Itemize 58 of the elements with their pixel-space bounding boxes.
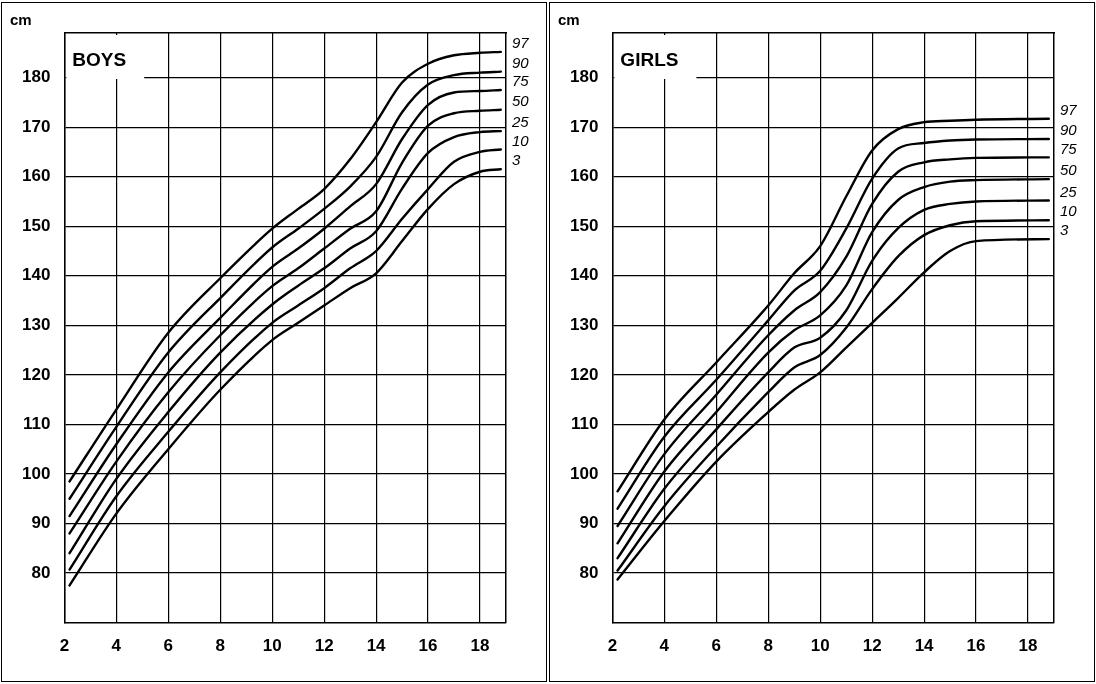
y-tick-label: 180 — [569, 67, 599, 87]
x-tick-label: 16 — [966, 636, 986, 656]
y-tick-label: 160 — [21, 166, 51, 186]
x-tick-label: 2 — [59, 636, 70, 656]
x-tick-label: 14 — [914, 636, 935, 656]
series-label: 3 — [1060, 221, 1069, 239]
x-tick-label: 2 — [607, 636, 618, 656]
x-tick-label: 16 — [418, 636, 438, 656]
series-label: 10 — [1060, 202, 1078, 220]
series-label: 50 — [1060, 161, 1078, 179]
y-tick-label: 90 — [579, 513, 599, 533]
y-tick-label: 100 — [21, 463, 51, 483]
x-tick-label: 6 — [711, 636, 722, 656]
x-tick-label: 4 — [111, 636, 122, 656]
y-tick-label: 110 — [570, 414, 599, 434]
y-tick-label: 90 — [31, 513, 51, 533]
y-tick-label: 140 — [569, 265, 599, 285]
text: GIRLS — [620, 48, 679, 70]
series-label: 97 — [1060, 100, 1078, 118]
y-tick-label: 130 — [21, 315, 51, 335]
y-axis-title: cm — [10, 10, 32, 28]
x-tick-label: 10 — [262, 636, 282, 656]
series-label: 75 — [1060, 139, 1078, 157]
x-tick-label: 18 — [470, 636, 490, 656]
y-tick-label: 170 — [21, 116, 51, 136]
y-tick-label: 120 — [21, 364, 51, 384]
series-label: 3 — [512, 151, 521, 169]
y-tick-label: 110 — [22, 414, 51, 434]
series-label: 90 — [512, 53, 530, 71]
y-tick-label: 140 — [21, 265, 51, 285]
y-tick-label: 160 — [569, 166, 599, 186]
y-tick-label: 100 — [569, 463, 599, 483]
series-label: 75 — [512, 72, 530, 90]
text: BOYS — [72, 48, 127, 70]
x-tick-label: 4 — [659, 636, 670, 656]
y-tick-label: 120 — [569, 364, 599, 384]
series-label: 25 — [511, 113, 530, 131]
x-tick-label: 6 — [163, 636, 174, 656]
series-label: 10 — [512, 131, 530, 149]
x-tick-label: 8 — [763, 636, 773, 656]
y-tick-label: 150 — [21, 215, 51, 235]
y-tick-label: 80 — [31, 562, 51, 582]
y-tick-label: 170 — [569, 116, 599, 136]
y-tick-label: 150 — [569, 215, 599, 235]
y-tick-label: 130 — [569, 315, 599, 335]
series-label: 25 — [1059, 182, 1078, 200]
x-tick-label: 8 — [215, 636, 225, 656]
y-tick-label: 180 — [21, 67, 51, 87]
x-tick-label: 10 — [810, 636, 830, 656]
series-label: 97 — [512, 34, 530, 51]
y-axis-title: cm — [558, 10, 580, 28]
series-label: 90 — [1060, 121, 1078, 139]
x-tick-label: 12 — [314, 636, 334, 656]
series-label: 50 — [512, 91, 530, 109]
y-tick-label: 80 — [579, 562, 599, 582]
x-tick-label: 14 — [366, 636, 387, 656]
x-tick-label: 18 — [1018, 636, 1038, 656]
x-tick-label: 12 — [862, 636, 882, 656]
